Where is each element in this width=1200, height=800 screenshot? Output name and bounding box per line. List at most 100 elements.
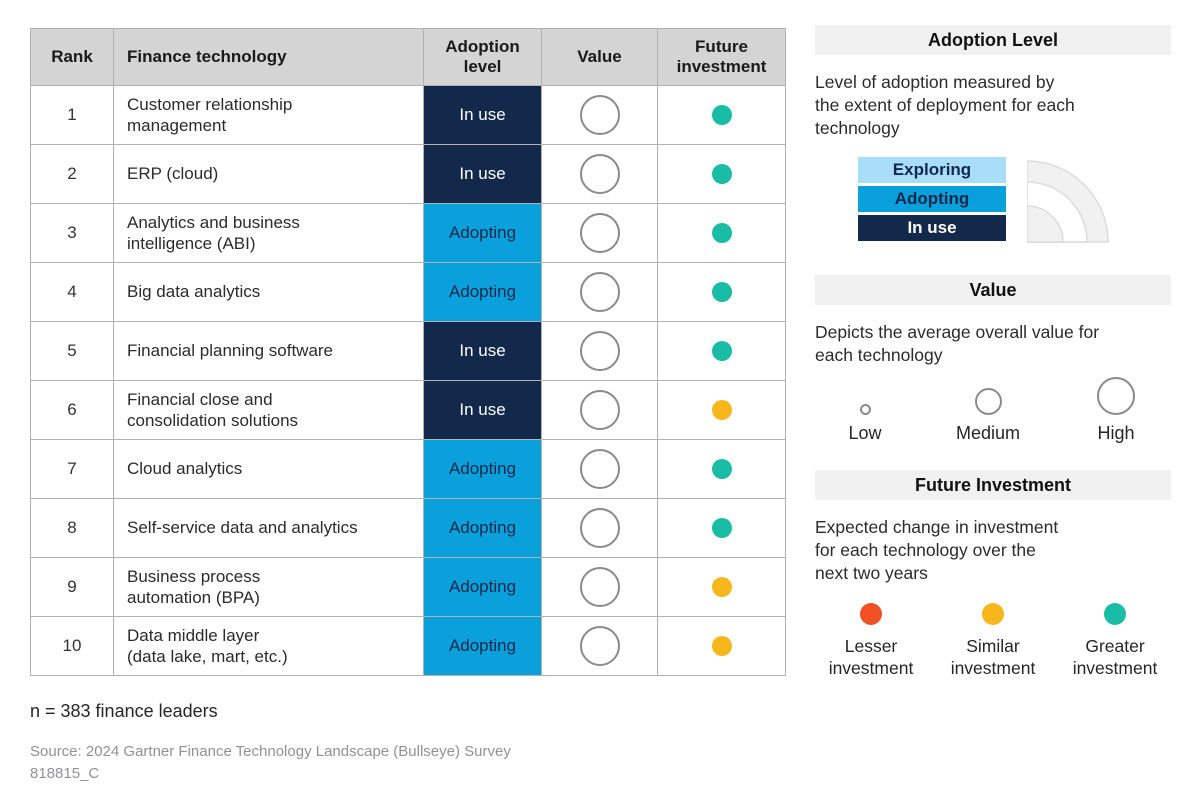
value-cell bbox=[541, 321, 658, 381]
greater-investment-dot-icon bbox=[711, 164, 732, 184]
table-row: 9 Business process automation (BPA) Adopti… bbox=[30, 557, 786, 617]
adoption-bar-adopting: Adopting bbox=[858, 186, 1006, 212]
adoption-level-cell: Adopting bbox=[423, 203, 542, 263]
adoption-level-section-title: Adoption Level bbox=[815, 25, 1171, 55]
bullseye-quadrant-icon bbox=[1027, 160, 1109, 243]
value-item-medium: Medium bbox=[923, 375, 1053, 444]
rank-cell: 7 bbox=[30, 439, 114, 499]
table-row: 2 ERP (cloud) In use bbox=[30, 144, 786, 204]
value-circle-icon bbox=[579, 331, 620, 371]
future-investment-section-title: Future Investment bbox=[815, 470, 1171, 500]
value-cell bbox=[541, 144, 658, 204]
greater-investment-label: Greater investment bbox=[1072, 636, 1158, 678]
value-circle-icon bbox=[579, 95, 620, 135]
value-cell bbox=[541, 85, 658, 145]
similar-investment-label: Similar investment bbox=[950, 636, 1036, 678]
technology-cell: Cloud analytics bbox=[113, 439, 424, 499]
value-label-high: High bbox=[1097, 423, 1135, 443]
greater-investment-dot-icon bbox=[1104, 603, 1126, 625]
rank-cell: 1 bbox=[30, 85, 114, 145]
value-section-title: Value bbox=[815, 275, 1171, 305]
sample-size-note: n = 383 finance leaders bbox=[30, 701, 218, 721]
greater-investment-dot-icon bbox=[711, 341, 732, 361]
table-row: 6 Financial close and consolidation solut… bbox=[30, 380, 786, 440]
header-finance-technology: Finance technology bbox=[113, 28, 424, 86]
value-scale: Low Medium High bbox=[815, 375, 1171, 444]
value-circle-icon bbox=[579, 272, 620, 312]
value-cell bbox=[541, 616, 658, 676]
value-circle-icon bbox=[579, 508, 620, 548]
rank-cell: 9 bbox=[30, 557, 114, 617]
greater-investment-dot-icon bbox=[711, 518, 732, 538]
value-label-medium: Medium bbox=[955, 423, 1021, 443]
rank-cell: 2 bbox=[30, 144, 114, 204]
value-circle-high-icon bbox=[1097, 377, 1135, 415]
header-adoption-level: Adoption level bbox=[423, 28, 542, 86]
technology-cell: Self-service data and analytics bbox=[113, 498, 424, 558]
value-cell bbox=[541, 557, 658, 617]
table-row: 3 Analytics and business intelligence (AB… bbox=[30, 203, 786, 263]
value-circle-icon bbox=[579, 626, 620, 666]
value-circle-icon bbox=[579, 213, 620, 253]
rank-cell: 10 bbox=[30, 616, 114, 676]
value-cell bbox=[541, 439, 658, 499]
future-investment-cell bbox=[657, 439, 786, 499]
adoption-level-cell: Adopting bbox=[423, 262, 542, 322]
rank-cell: 4 bbox=[30, 262, 114, 322]
technology-cell: Financial close and consolidation soluti… bbox=[113, 380, 424, 440]
greater-investment-dot-icon bbox=[711, 223, 732, 243]
investment-item-greater: Greater investment bbox=[1059, 603, 1171, 679]
investment-item-lesser: Lesser investment bbox=[815, 603, 927, 679]
future-investment-scale: Lesser investment Similar investment Gre… bbox=[815, 603, 1171, 679]
similar-investment-dot-icon bbox=[982, 603, 1004, 625]
value-description: Depicts the average overall value for ea… bbox=[815, 322, 1100, 365]
similar-investment-dot-icon bbox=[711, 636, 732, 656]
future-investment-cell bbox=[657, 203, 786, 263]
future-investment-cell bbox=[657, 380, 786, 440]
value-cell bbox=[541, 262, 658, 322]
rank-cell: 8 bbox=[30, 498, 114, 558]
value-cell bbox=[541, 380, 658, 440]
adoption-level-cell: Adopting bbox=[423, 439, 542, 499]
value-label-low: Low bbox=[848, 423, 882, 443]
adoption-level-cell: Adopting bbox=[423, 557, 542, 617]
greater-investment-dot-icon bbox=[711, 282, 732, 302]
adoption-level-cell: Adopting bbox=[423, 498, 542, 558]
value-circle-medium-icon bbox=[974, 388, 1002, 415]
value-cell bbox=[541, 498, 658, 558]
value-cell bbox=[541, 203, 658, 263]
adoption-bar-exploring: Exploring bbox=[858, 157, 1006, 183]
value-item-low: Low bbox=[815, 375, 915, 444]
lesser-investment-label: Lesser investment bbox=[828, 636, 914, 678]
value-circle-low-icon bbox=[859, 404, 871, 415]
investment-item-similar: Similar investment bbox=[937, 603, 1049, 679]
value-circle-icon bbox=[579, 449, 620, 489]
greater-investment-dot-icon bbox=[711, 105, 732, 125]
adoption-level-cell: In use bbox=[423, 321, 542, 381]
technology-cell: Customer relationship management bbox=[113, 85, 424, 145]
adoption-level-cell: Adopting bbox=[423, 616, 542, 676]
adoption-level-cell: In use bbox=[423, 144, 542, 204]
future-investment-cell bbox=[657, 498, 786, 558]
technology-cell: Business process automation (BPA) bbox=[113, 557, 424, 617]
table-body: 1 Customer relationship management In use 2… bbox=[30, 85, 786, 676]
legend-panel: Adoption Level Level of adoption measure… bbox=[815, 25, 1171, 690]
source-note: Source: 2024 Gartner Finance Technology … bbox=[30, 743, 511, 760]
value-circle-icon bbox=[579, 154, 620, 194]
table-row: 7 Cloud analytics Adopting bbox=[30, 439, 786, 499]
technology-cell: Big data analytics bbox=[113, 262, 424, 322]
adoption-level-cell: In use bbox=[423, 380, 542, 440]
header-future-investment: Future investment bbox=[657, 28, 786, 86]
future-investment-cell bbox=[657, 262, 786, 322]
adoption-bar-in-use: In use bbox=[858, 215, 1006, 241]
future-investment-cell bbox=[657, 557, 786, 617]
similar-investment-dot-icon bbox=[711, 400, 732, 420]
rank-cell: 6 bbox=[30, 380, 114, 440]
future-investment-cell bbox=[657, 321, 786, 381]
ranking-table: Rank Finance technology Adoption level V… bbox=[30, 28, 786, 676]
table-row: 5 Financial planning software In use bbox=[30, 321, 786, 381]
lesser-investment-dot-icon bbox=[860, 603, 882, 625]
future-investment-cell bbox=[657, 144, 786, 204]
header-rank: Rank bbox=[30, 28, 114, 86]
